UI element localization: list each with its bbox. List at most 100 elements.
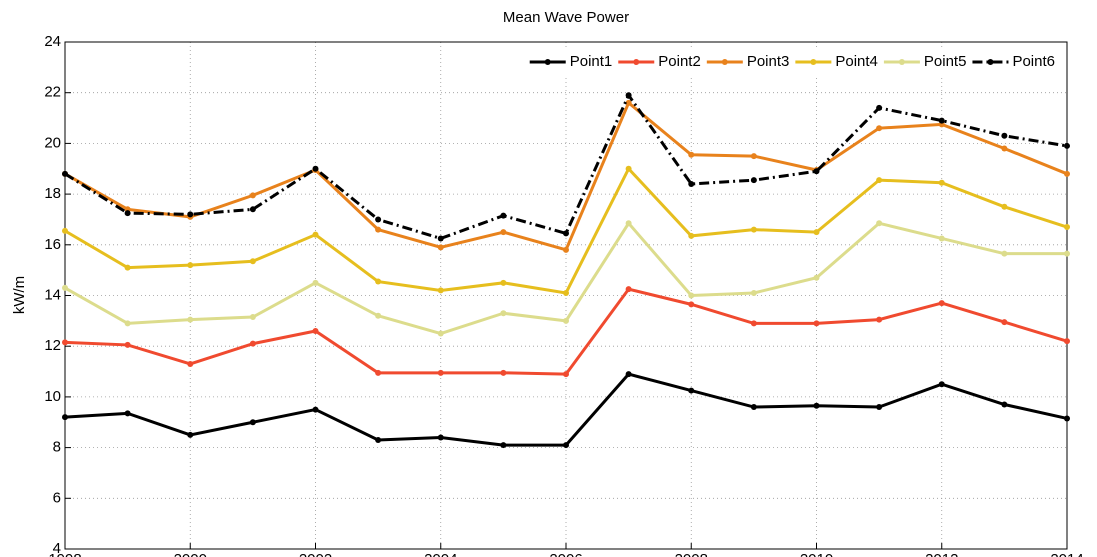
- data-point: [1064, 224, 1070, 231]
- data-point: [625, 371, 632, 378]
- y-tick-label: 8: [53, 439, 61, 456]
- data-point: [437, 330, 444, 337]
- data-point: [1001, 145, 1008, 152]
- x-tick-label: 2006: [549, 551, 582, 557]
- data-point: [688, 151, 695, 158]
- data-point: [62, 227, 68, 234]
- data-point: [625, 99, 632, 106]
- data-point: [876, 177, 883, 184]
- data-point: [1064, 338, 1070, 345]
- legend-marker: [633, 59, 640, 65]
- data-point: [437, 369, 444, 376]
- data-point: [813, 168, 820, 175]
- y-tick-label: 6: [53, 489, 61, 506]
- legend-label: Point6: [1012, 53, 1055, 70]
- legend-item: Point5: [883, 53, 967, 70]
- data-point: [750, 177, 757, 184]
- data-point: [124, 210, 131, 217]
- data-point: [312, 231, 319, 238]
- x-tick-label: 2010: [800, 551, 833, 557]
- data-point: [187, 211, 194, 218]
- x-tick-label: 2000: [174, 551, 207, 557]
- data-point: [187, 262, 194, 269]
- data-point: [62, 339, 68, 346]
- data-point: [124, 320, 131, 327]
- data-point: [876, 104, 883, 111]
- data-point: [500, 279, 507, 286]
- data-point: [437, 244, 444, 251]
- data-point: [312, 406, 319, 413]
- data-point: [563, 289, 569, 296]
- y-axis-label: kW/m: [11, 276, 28, 314]
- data-point: [249, 314, 256, 321]
- data-point: [563, 317, 569, 324]
- data-point: [437, 235, 444, 242]
- data-point: [249, 206, 256, 213]
- legend-label: Point3: [747, 53, 790, 70]
- data-point: [500, 310, 507, 317]
- data-point: [563, 246, 569, 253]
- data-point: [249, 192, 256, 199]
- data-point: [876, 404, 883, 411]
- data-point: [625, 220, 632, 227]
- data-point: [62, 284, 68, 291]
- legend: Point1 Point2 Point3 Point4 Point5 Point6: [525, 48, 1065, 76]
- data-point: [563, 230, 569, 237]
- data-point: [813, 229, 820, 236]
- data-point: [312, 327, 319, 334]
- y-tick-label: 10: [44, 388, 61, 405]
- data-point: [312, 279, 319, 286]
- legend-label: Point1: [570, 53, 613, 70]
- data-point: [249, 419, 256, 426]
- legend-label: Point4: [835, 53, 878, 70]
- data-point: [375, 216, 382, 223]
- data-point: [688, 301, 695, 308]
- legend-item: Point4: [795, 53, 878, 70]
- data-point: [375, 312, 382, 319]
- data-point: [124, 410, 131, 417]
- data-point: [750, 226, 757, 233]
- data-point: [750, 289, 757, 296]
- data-point: [938, 300, 945, 307]
- data-point: [375, 226, 382, 233]
- legend-marker: [987, 59, 994, 65]
- data-point: [249, 340, 256, 347]
- data-point: [437, 287, 444, 294]
- legend-label: Point5: [924, 53, 967, 70]
- data-point: [1064, 415, 1070, 422]
- series-line: [64, 92, 1068, 241]
- data-point: [187, 431, 194, 438]
- y-tick-label: 12: [44, 337, 61, 354]
- data-point: [1001, 203, 1008, 210]
- data-point: [563, 371, 569, 378]
- legend-label: Point2: [658, 53, 701, 70]
- y-tick-label: 16: [44, 236, 61, 253]
- x-tick-label: 2004: [424, 551, 457, 557]
- data-point: [500, 442, 507, 449]
- data-point: [938, 235, 945, 242]
- data-point: [1001, 250, 1008, 257]
- x-tick-label: 2008: [675, 551, 708, 557]
- data-point: [750, 404, 757, 411]
- data-point: [500, 212, 507, 219]
- data-point: [1001, 401, 1008, 408]
- data-point: [124, 264, 131, 271]
- data-point: [625, 165, 632, 172]
- data-point: [813, 274, 820, 281]
- y-tick-label: 20: [44, 134, 61, 151]
- x-tick-label: 2014: [1050, 551, 1083, 557]
- y-tick-label: 18: [44, 185, 61, 202]
- legend-marker: [810, 59, 817, 65]
- data-point: [1064, 250, 1070, 257]
- data-point: [688, 232, 695, 239]
- plot-frame: [64, 41, 1068, 550]
- data-point: [876, 125, 883, 132]
- data-point: [1064, 142, 1070, 149]
- data-point: [62, 170, 68, 177]
- data-point: [187, 316, 194, 323]
- x-tick-label: 2012: [925, 551, 958, 557]
- data-point: [375, 278, 382, 285]
- x-tick-label: 2002: [299, 551, 332, 557]
